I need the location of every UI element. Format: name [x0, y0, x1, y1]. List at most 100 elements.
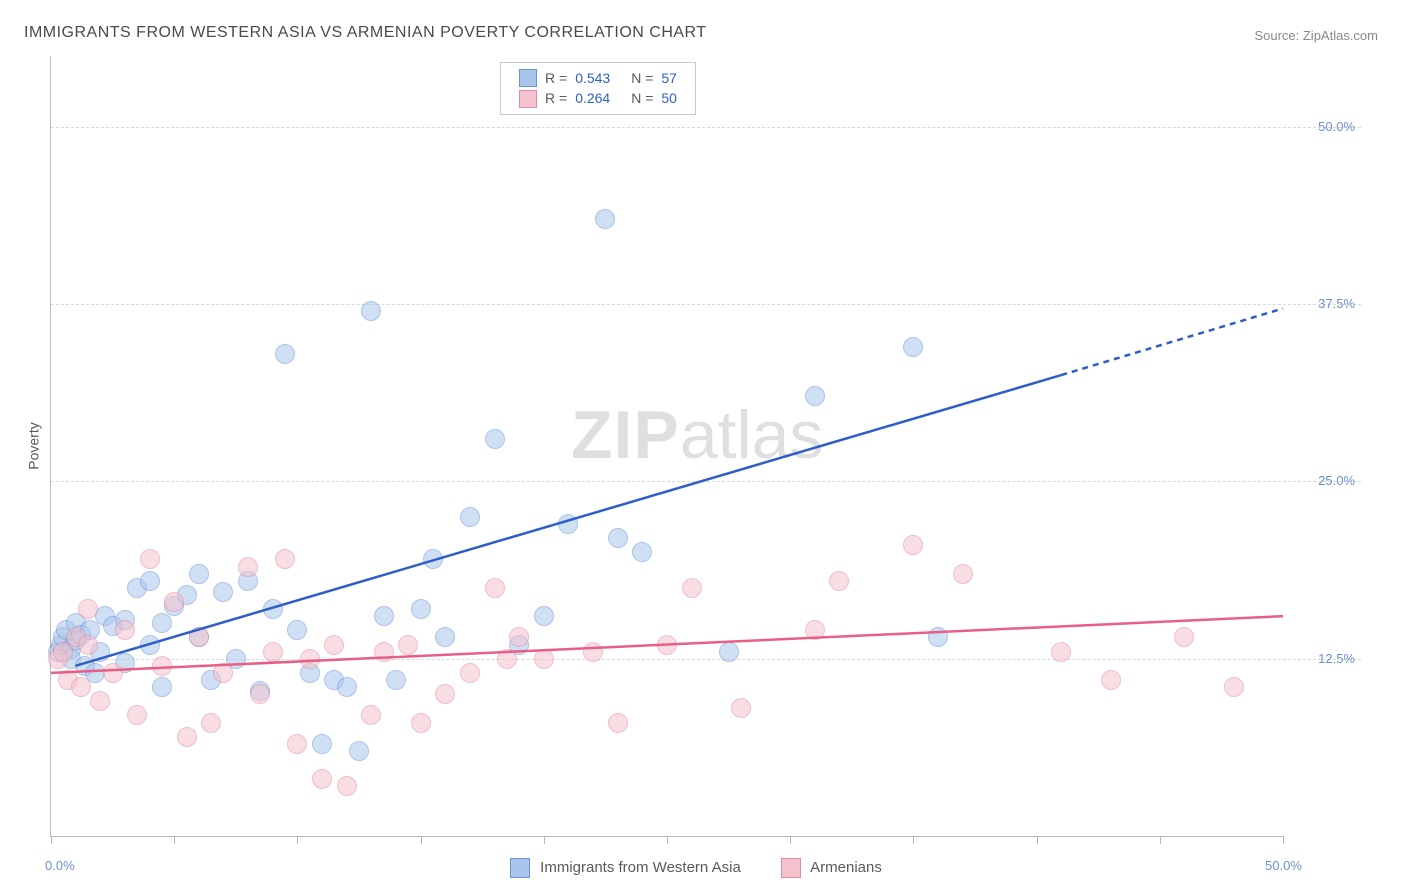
data-point-immigrants	[928, 627, 948, 647]
data-point-armenians	[238, 557, 258, 577]
data-point-armenians	[534, 649, 554, 669]
series2-label: Armenians	[810, 859, 882, 876]
x-tick	[51, 836, 52, 844]
data-point-armenians	[497, 649, 517, 669]
x-tick	[913, 836, 914, 844]
trendline-extrapolated-immigrants	[1061, 308, 1283, 375]
x-tick	[297, 836, 298, 844]
data-point-armenians	[177, 727, 197, 747]
x-tick	[667, 836, 668, 844]
x-tick	[174, 836, 175, 844]
data-point-immigrants	[312, 734, 332, 754]
r-value-series2: 0.264	[571, 88, 627, 108]
data-point-immigrants	[349, 741, 369, 761]
data-point-armenians	[250, 684, 270, 704]
data-point-armenians	[361, 705, 381, 725]
data-point-immigrants	[213, 582, 233, 602]
x-tick	[790, 836, 791, 844]
data-point-immigrants	[337, 677, 357, 697]
gridline	[51, 304, 1361, 305]
x-tick	[544, 836, 545, 844]
data-point-armenians	[71, 677, 91, 697]
legend-item-series2: Armenians	[781, 858, 882, 878]
legend-row-series1: R = 0.543 N = 57	[515, 68, 681, 88]
series1-label: Immigrants from Western Asia	[540, 859, 741, 876]
data-point-immigrants	[460, 507, 480, 527]
data-point-immigrants	[386, 670, 406, 690]
data-point-immigrants	[263, 599, 283, 619]
source-prefix: Source:	[1254, 28, 1302, 43]
data-point-armenians	[657, 635, 677, 655]
gridline	[51, 127, 1361, 128]
r-label: R =	[541, 68, 571, 88]
x-tick	[1283, 836, 1284, 844]
data-point-immigrants	[152, 677, 172, 697]
swatch-series1	[510, 858, 530, 878]
source-link[interactable]: ZipAtlas.com	[1303, 28, 1378, 43]
data-point-armenians	[1224, 677, 1244, 697]
data-point-armenians	[287, 734, 307, 754]
watermark-atlas: atlas	[680, 397, 824, 473]
n-value-series2: 50	[657, 88, 681, 108]
data-point-armenians	[485, 578, 505, 598]
watermark: ZIPatlas	[571, 396, 823, 474]
data-point-armenians	[189, 627, 209, 647]
y-tick-label: 50.0%	[1295, 119, 1355, 134]
n-label: N =	[627, 68, 657, 88]
data-point-armenians	[829, 571, 849, 591]
data-point-armenians	[140, 549, 160, 569]
chart-title: IMMIGRANTS FROM WESTERN ASIA VS ARMENIAN…	[24, 24, 707, 42]
data-point-armenians	[164, 592, 184, 612]
data-point-armenians	[903, 535, 923, 555]
data-point-immigrants	[361, 301, 381, 321]
data-point-armenians	[275, 549, 295, 569]
data-point-armenians	[90, 691, 110, 711]
data-point-armenians	[152, 656, 172, 676]
data-point-armenians	[263, 642, 283, 662]
gridline	[51, 481, 1361, 482]
series-legend: Immigrants from Western Asia Armenians	[510, 858, 882, 878]
r-label: R =	[541, 88, 571, 108]
data-point-immigrants	[275, 344, 295, 364]
data-point-armenians	[1101, 670, 1121, 690]
data-point-immigrants	[152, 613, 172, 633]
data-point-armenians	[1174, 627, 1194, 647]
data-point-armenians	[805, 620, 825, 640]
data-point-armenians	[103, 663, 123, 683]
data-point-armenians	[1051, 642, 1071, 662]
gridline	[51, 659, 1361, 660]
data-point-armenians	[411, 713, 431, 733]
x-tick	[421, 836, 422, 844]
data-point-armenians	[78, 635, 98, 655]
data-point-armenians	[435, 684, 455, 704]
data-point-armenians	[115, 620, 135, 640]
data-point-immigrants	[485, 429, 505, 449]
swatch-series2	[781, 858, 801, 878]
data-point-armenians	[78, 599, 98, 619]
data-point-immigrants	[374, 606, 394, 626]
data-point-armenians	[731, 698, 751, 718]
data-point-immigrants	[558, 514, 578, 534]
data-point-armenians	[608, 713, 628, 733]
data-point-immigrants	[903, 337, 923, 357]
data-point-immigrants	[435, 627, 455, 647]
data-point-immigrants	[719, 642, 739, 662]
r-value-series1: 0.543	[571, 68, 627, 88]
legend-item-series1: Immigrants from Western Asia	[510, 858, 741, 878]
data-point-armenians	[300, 649, 320, 669]
data-point-immigrants	[608, 528, 628, 548]
data-point-immigrants	[189, 564, 209, 584]
swatch-series1	[519, 69, 537, 87]
data-point-immigrants	[423, 549, 443, 569]
data-point-armenians	[324, 635, 344, 655]
data-point-immigrants	[534, 606, 554, 626]
watermark-zip: ZIP	[571, 397, 680, 473]
data-point-immigrants	[805, 386, 825, 406]
data-point-armenians	[509, 627, 529, 647]
data-point-armenians	[460, 663, 480, 683]
data-point-armenians	[682, 578, 702, 598]
data-point-immigrants	[140, 635, 160, 655]
x-tick	[1037, 836, 1038, 844]
data-point-armenians	[127, 705, 147, 725]
data-point-armenians	[953, 564, 973, 584]
